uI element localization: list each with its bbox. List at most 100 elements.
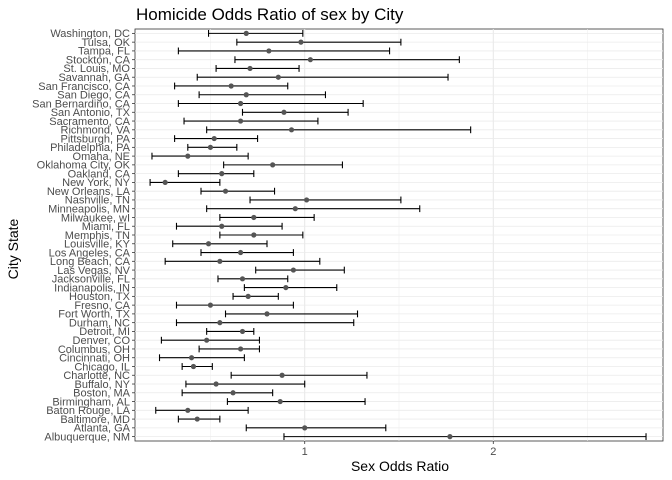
error-bar (158, 354, 245, 362)
error-bar (172, 240, 268, 248)
y-tick-label: Nashville, TN (65, 195, 130, 207)
data-point (185, 407, 191, 413)
y-tick-label: Houston, TX (69, 291, 131, 303)
data-point (238, 118, 244, 124)
y-tick-label: San Diego, CA (57, 90, 130, 102)
y-axis-title: City State (5, 218, 21, 279)
y-tick-label: Buffalo, NY (75, 379, 131, 391)
y-tick-label: Chicago, IL (74, 361, 130, 373)
error-bar (175, 319, 355, 327)
y-tick-label: Louisville, KY (64, 239, 131, 251)
data-point (219, 171, 225, 177)
y-tick-label: Columbus, OH (58, 344, 130, 356)
data-point (230, 390, 236, 396)
data-point (251, 232, 257, 238)
error-bar (219, 214, 315, 221)
error-bar (206, 205, 421, 213)
error-bar (175, 222, 283, 230)
data-point (298, 39, 304, 45)
y-tick-label: Durham, NC (69, 317, 130, 329)
data-point (204, 337, 210, 343)
error-bar (243, 284, 338, 291)
y-tick-label: Long Beach, CA (50, 256, 131, 268)
y-tick-label: Birmingham, AL (52, 396, 130, 408)
y-tick-label: San Bernardino, CA (32, 98, 130, 110)
y-tick-label: Sacramento, CA (49, 116, 130, 128)
data-point (194, 416, 200, 422)
data-point (264, 311, 270, 317)
data-point (279, 372, 285, 378)
data-point (162, 179, 168, 186)
data-point (238, 249, 244, 256)
error-bar (223, 161, 343, 169)
y-tick-label: Los Angeles, CA (49, 247, 131, 259)
data-point (251, 214, 257, 221)
data-point (190, 363, 197, 370)
data-point (238, 100, 244, 107)
data-point (217, 320, 223, 326)
data-point (245, 293, 251, 299)
data-point (288, 127, 295, 133)
y-tick-label: Pittsburgh, PA (61, 133, 131, 145)
data-point (222, 188, 229, 194)
error-bar (183, 117, 319, 125)
error-bar (219, 231, 304, 239)
y-tick-label: New York, NY (62, 177, 131, 189)
y-tick-label: Denver, CO (73, 335, 131, 347)
y-tick-label: Las Vegas, NV (57, 265, 130, 277)
error-bar (232, 292, 279, 300)
x-tick-label: 1 (302, 446, 308, 458)
data-point (292, 206, 298, 212)
chart-title: Homicide Odds Ratio of sex by City (136, 5, 404, 24)
error-bar (177, 100, 364, 107)
data-point (228, 83, 234, 89)
y-tick-label: Jacksonville, FL (52, 274, 130, 286)
data-point (207, 302, 214, 308)
y-tick-label: Fresno, CA (74, 300, 130, 312)
error-bar (206, 126, 472, 134)
error-bar (181, 363, 213, 370)
y-tick-label: Baltimore, MD (60, 414, 130, 426)
error-bar (164, 257, 321, 265)
y-tick-label: Charlotte, NC (63, 370, 130, 382)
y-tick-label: Minneapolis, MN (48, 204, 130, 216)
data-point (239, 276, 246, 282)
error-bar (175, 301, 294, 309)
y-tick-label: Indianapolis, IN (54, 282, 130, 294)
y-tick-label: Albuquerque, NM (44, 431, 130, 443)
y-tick-label: San Antonio, TX (51, 107, 131, 119)
y-tick-label: Richmond, VA (61, 125, 131, 137)
y-tick-label: Fort Worth, TX (58, 309, 130, 321)
data-point (243, 92, 249, 98)
y-tick-label: Atlanta, GA (74, 423, 131, 435)
grid (135, 29, 663, 441)
error-bar (245, 424, 387, 432)
y-tick-label: Philadelphia, PA (50, 142, 131, 154)
data-point (275, 74, 281, 80)
error-bar (215, 65, 300, 72)
error-bar (185, 380, 306, 388)
y-tick-label: Milwaukee, wI (61, 212, 130, 224)
y-tick-label: Savannah, GA (58, 72, 130, 84)
data-point (302, 425, 308, 431)
y-tick-label: Tampa, FL (78, 46, 130, 58)
error-bar (226, 398, 366, 405)
data-point (238, 346, 244, 352)
y-tick-label: Boston, MA (73, 388, 131, 400)
error-bar (249, 196, 402, 204)
data-point (211, 135, 217, 142)
points (162, 30, 453, 440)
y-tick-label: Baton Rouge, LA (46, 405, 130, 417)
error-bar (155, 406, 249, 414)
error-bar (283, 433, 647, 441)
data-point (304, 197, 310, 203)
y-tick-label: St. Louis, MO (63, 63, 130, 75)
x-tick-label: 2 (490, 446, 496, 458)
error-bar (224, 310, 359, 318)
data-point (290, 267, 296, 273)
data-point (219, 223, 225, 229)
data-point (266, 48, 272, 54)
data-point (239, 328, 246, 335)
